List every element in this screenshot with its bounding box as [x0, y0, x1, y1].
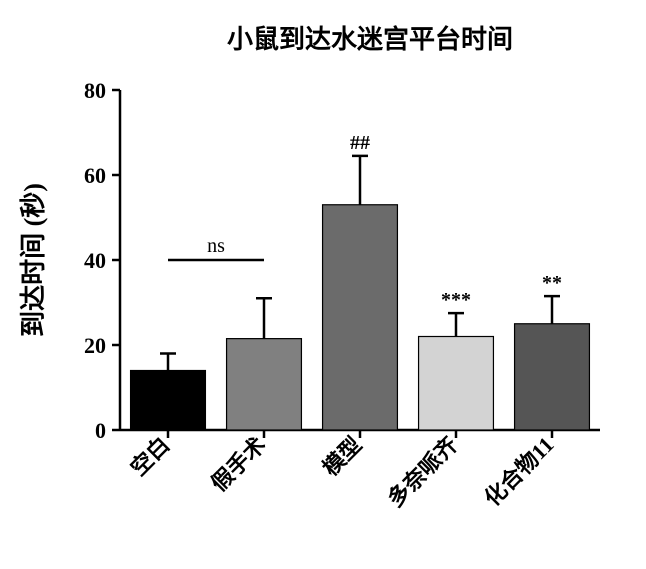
bar — [419, 337, 494, 431]
significance-label: ## — [350, 132, 370, 154]
category-label: 空白 — [126, 432, 175, 481]
bars-group — [131, 205, 590, 430]
y-tick-label: 80 — [84, 78, 106, 103]
ns-comparison: ns — [168, 235, 264, 260]
y-tick-label: 40 — [84, 248, 106, 273]
ns-label: ns — [207, 235, 225, 257]
x-axis — [120, 430, 600, 438]
y-axis: 0 20 40 60 80 — [84, 78, 120, 443]
y-tick-label: 0 — [95, 418, 106, 443]
category-label: 模型 — [318, 432, 367, 481]
bar — [515, 324, 590, 430]
bar — [131, 371, 206, 431]
category-labels: 空白假手术模型多奈哌齐化合物11 — [126, 431, 559, 512]
chart-title: 小鼠到达水迷宫平台时间 — [227, 24, 513, 54]
y-tick-label: 60 — [84, 163, 106, 188]
category-label: 多奈哌齐 — [383, 431, 464, 512]
significance-label: *** — [441, 289, 471, 311]
y-axis-label: 到达时间 (秒) — [19, 183, 48, 337]
significance-label: ** — [542, 272, 562, 294]
bar — [227, 339, 302, 430]
category-label: 化合物11 — [479, 432, 558, 511]
y-tick-label: 20 — [84, 333, 106, 358]
bar — [323, 205, 398, 430]
category-label: 假手术 — [206, 432, 270, 496]
